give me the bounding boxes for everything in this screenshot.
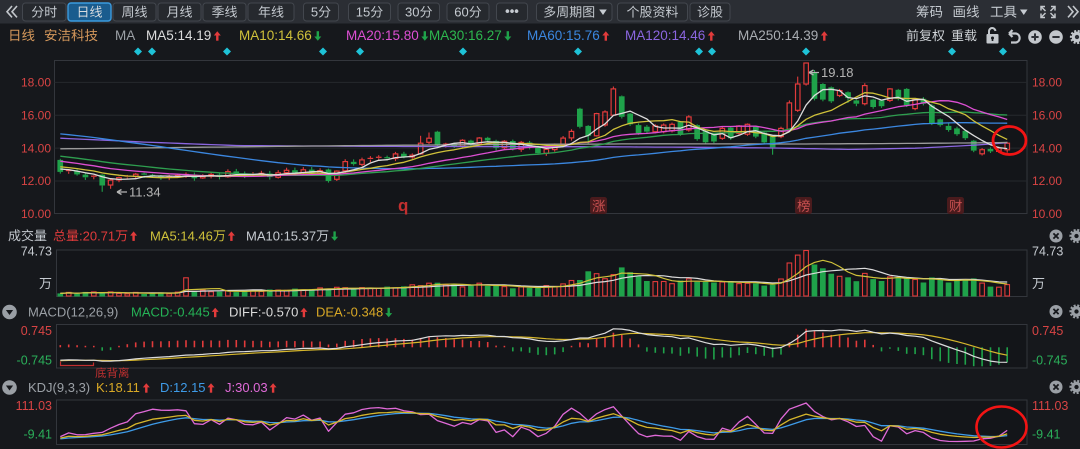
svg-text:-0.745: -0.745 [17,354,52,368]
svg-text:11.34: 11.34 [129,185,161,200]
svg-text:12.00: 12.00 [1032,174,1062,188]
svg-text:0.745: 0.745 [1032,324,1063,338]
svg-text:18.00: 18.00 [1032,76,1062,90]
svg-text:q: q [398,196,408,215]
svg-text:KDJ(9,3,3): KDJ(9,3,3) [28,380,90,395]
svg-text:111.03: 111.03 [1032,399,1068,413]
svg-text:DIFF:-0.570: DIFF:-0.570 [229,305,298,320]
svg-text:18.00: 18.00 [21,76,51,90]
svg-text:10.00: 10.00 [21,207,51,221]
svg-text:J:30.03: J:30.03 [225,380,268,395]
svg-text:MA60:15.76: MA60:15.76 [527,28,600,43]
svg-text:MA250:14.39: MA250:14.39 [738,28,818,43]
svg-text:16.00: 16.00 [1032,108,1062,122]
svg-text:MA: MA [115,28,135,43]
svg-text:5: 5 [311,5,318,20]
svg-text:30: 30 [405,5,419,20]
svg-text:74.73: 74.73 [1032,244,1063,258]
svg-text:MACD(12,26,9): MACD(12,26,9) [28,305,118,320]
svg-text:MA5:14.46: MA5:14.46 [150,228,213,243]
svg-text:0.745: 0.745 [21,324,52,338]
svg-text:MACD:-0.445: MACD:-0.445 [131,305,210,320]
svg-text:12.00: 12.00 [21,174,51,188]
svg-text:74.73: 74.73 [21,244,52,258]
svg-text:•••: ••• [505,4,519,19]
svg-text:60: 60 [454,5,468,20]
svg-text:10.00: 10.00 [1032,207,1062,221]
svg-text:14.00: 14.00 [21,141,51,155]
svg-text:16.00: 16.00 [21,108,51,122]
svg-text::20.71: :20.71 [79,228,115,243]
svg-text:MA30:16.27: MA30:16.27 [429,28,502,43]
svg-text:DEA:-0.348: DEA:-0.348 [316,305,383,320]
svg-text:MA20:15.80: MA20:15.80 [346,28,419,43]
svg-text:MA120:14.46: MA120:14.46 [625,28,705,43]
svg-text:-9.41: -9.41 [1032,428,1061,442]
svg-text:MA5:14.19: MA5:14.19 [146,28,211,43]
svg-text:19.18: 19.18 [821,65,854,80]
svg-text:111.03: 111.03 [16,399,52,413]
svg-text:-9.41: -9.41 [24,428,53,442]
svg-text:D:12.15: D:12.15 [160,380,206,395]
svg-text:-0.745: -0.745 [1032,354,1067,368]
svg-text:K:18.11: K:18.11 [96,380,140,395]
svg-text:14.00: 14.00 [1032,141,1062,155]
svg-text:MA10:14.66: MA10:14.66 [239,28,312,43]
svg-text:15: 15 [356,5,370,20]
svg-text:MA10:15.37: MA10:15.37 [246,228,316,243]
